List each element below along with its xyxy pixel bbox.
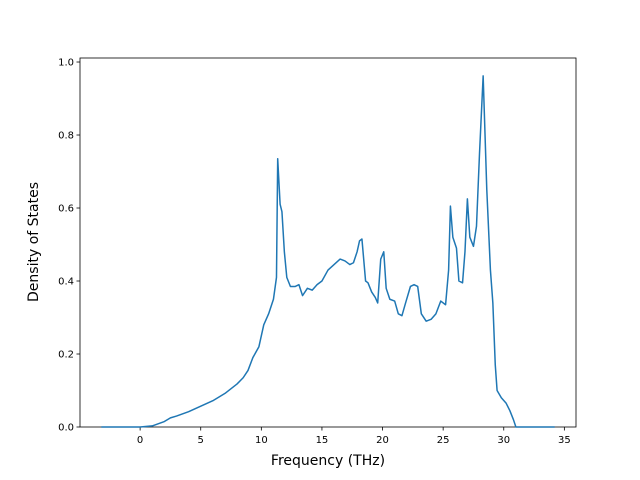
y-tick-label: 0.6 xyxy=(58,204,74,215)
y-tick-label: 0.4 xyxy=(58,277,74,288)
x-tick-label: 30 xyxy=(497,435,510,446)
x-axis-label: Frequency (THz) xyxy=(271,453,385,469)
line xyxy=(101,75,555,428)
x-tick-label: 5 xyxy=(198,435,204,446)
axes-frame xyxy=(79,57,577,428)
y-tick-label: 0.2 xyxy=(58,350,74,361)
y-axis-label: Density of States xyxy=(26,182,42,302)
x-tick-label: 20 xyxy=(376,435,389,446)
y-tick-label: 1.0 xyxy=(58,58,74,69)
x-tick-label: 25 xyxy=(437,435,450,446)
x-tick-label: 10 xyxy=(255,435,268,446)
y-tick-label: 0.8 xyxy=(58,131,74,142)
x-tick-label: 15 xyxy=(316,435,329,446)
y-tick-label: 0.0 xyxy=(58,423,74,434)
x-tick-label: 35 xyxy=(558,435,571,446)
x-tick-label: 0 xyxy=(137,435,143,446)
